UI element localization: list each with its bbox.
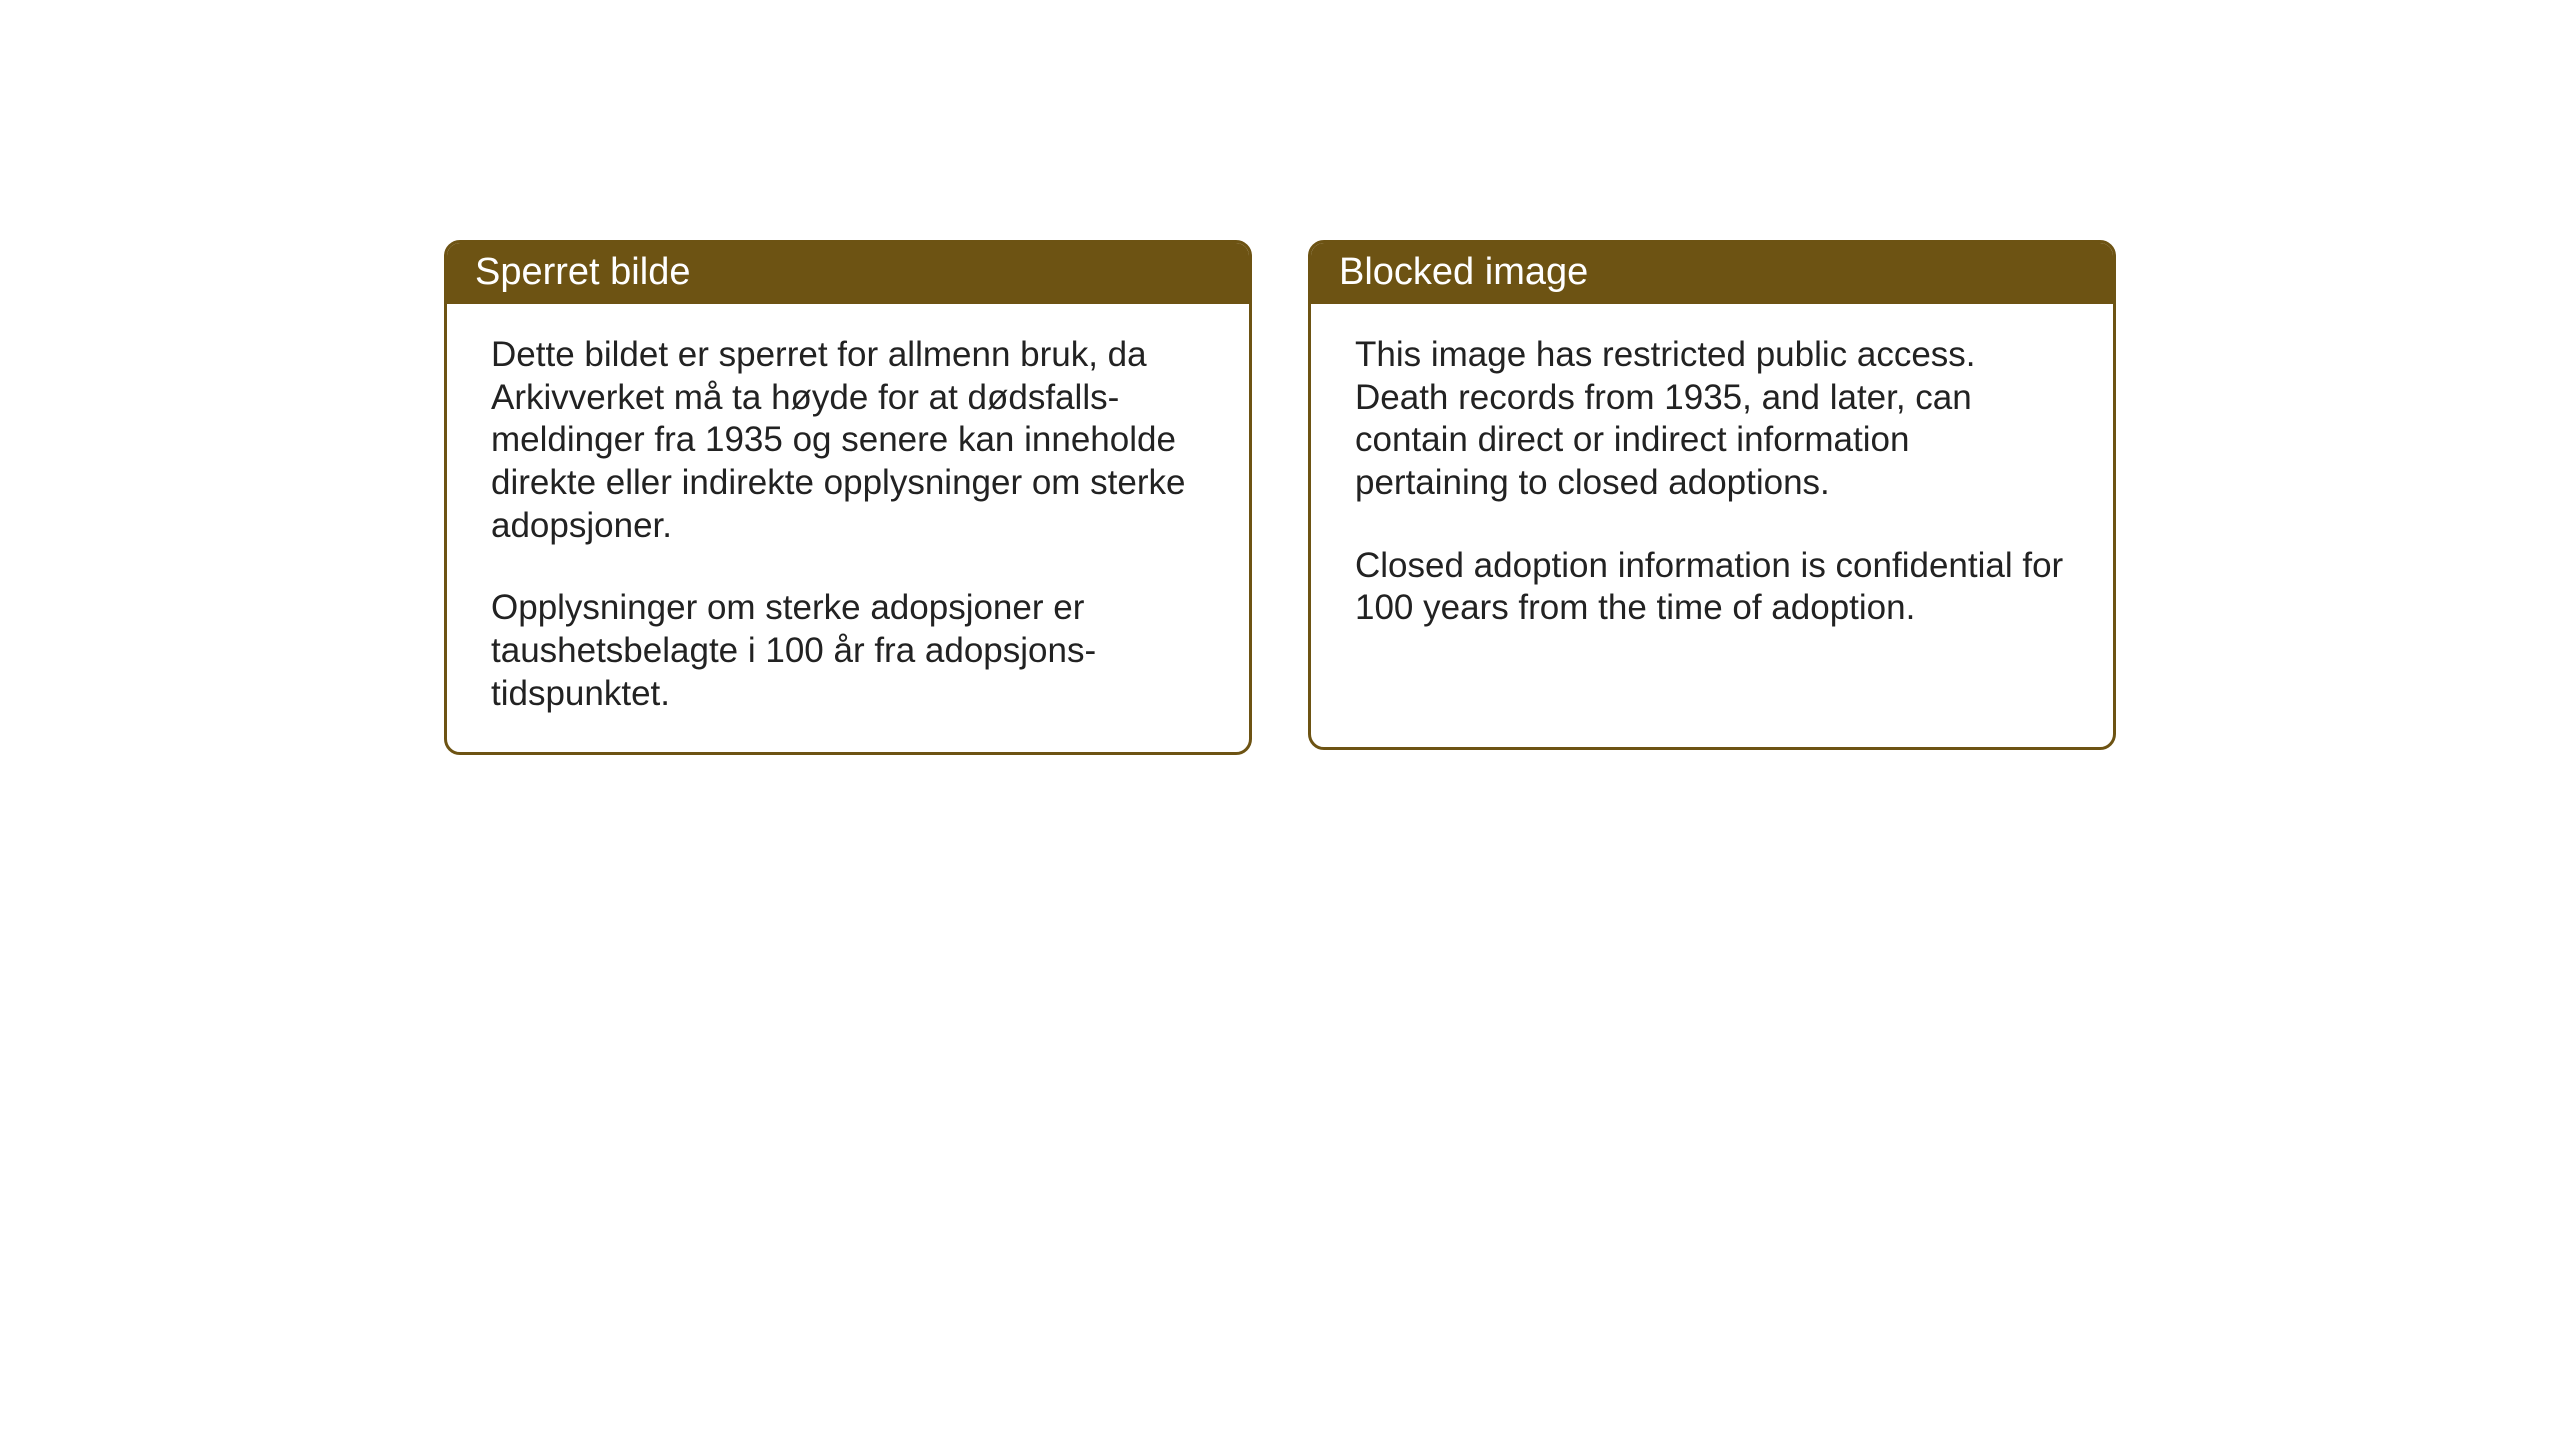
notice-header-norwegian: Sperret bilde bbox=[447, 243, 1249, 304]
notice-title-norwegian: Sperret bilde bbox=[475, 251, 690, 293]
notice-container: Sperret bilde Dette bildet er sperret fo… bbox=[444, 240, 2116, 755]
notice-body-norwegian: Dette bildet er sperret for allmenn bruk… bbox=[447, 304, 1249, 752]
notice-body-english: This image has restricted public access.… bbox=[1311, 304, 2113, 666]
notice-card-norwegian: Sperret bilde Dette bildet er sperret fo… bbox=[444, 240, 1252, 755]
notice-paragraph-2-english: Closed adoption information is confident… bbox=[1355, 545, 2069, 630]
notice-card-english: Blocked image This image has restricted … bbox=[1308, 240, 2116, 750]
notice-paragraph-2-norwegian: Opplysninger om sterke adopsjoner er tau… bbox=[491, 587, 1205, 715]
notice-header-english: Blocked image bbox=[1311, 243, 2113, 304]
notice-title-english: Blocked image bbox=[1339, 251, 1588, 293]
notice-paragraph-1-norwegian: Dette bildet er sperret for allmenn bruk… bbox=[491, 334, 1205, 547]
notice-paragraph-1-english: This image has restricted public access.… bbox=[1355, 334, 2069, 505]
